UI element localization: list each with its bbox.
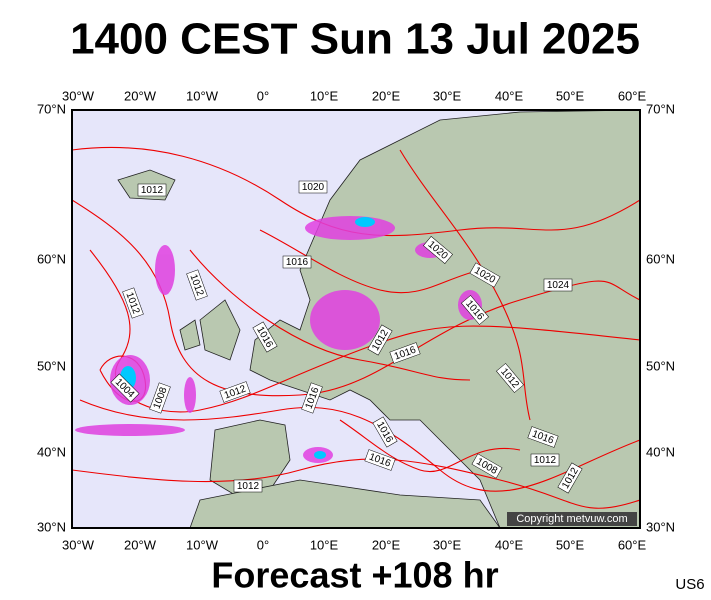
isobar-label-text: 1012 [237, 481, 260, 492]
isobar-label-box [372, 416, 398, 448]
isobar-label: 1016 [282, 255, 312, 269]
axis-labels: 30°W 30°W 20°W 20°W 10°W 10°W 0° 0° 10°E 10°E 20°E… [37, 88, 675, 552]
isobar-label-box [461, 295, 489, 325]
isobar-label-text: 1020 [302, 182, 325, 193]
isobar-label-text: 1016 [286, 257, 309, 268]
lon-label-top: 30°W [62, 88, 95, 103]
lon-label-bottom: 30°E [433, 537, 462, 552]
heavy-precipitation [120, 217, 375, 459]
lon-label-top: 30°E [433, 88, 462, 103]
isobar-label: 1012 [233, 479, 263, 493]
isobar-label-box [367, 324, 393, 356]
model-label: US6 [675, 576, 704, 593]
lon-label-top: 10°W [186, 88, 219, 103]
lon-label-top: 20°W [124, 88, 157, 103]
lat-label-left: 60°N [37, 251, 66, 266]
isobar-label-box [496, 363, 524, 393]
lat-label-right: 30°N [646, 519, 675, 534]
lon-label-top: 50°E [556, 88, 585, 103]
isobar-label-box [137, 183, 167, 197]
isobar-label-box [122, 287, 144, 319]
isobar-label-box [389, 342, 421, 364]
copyright: Copyright metvuw.com [516, 513, 627, 525]
isobar-label-box [298, 180, 328, 194]
isobar-label-box [149, 382, 171, 414]
lon-label-bottom: 30°W [62, 537, 95, 552]
title: 1400 CEST Sun 13 Jul 2025 [70, 15, 640, 64]
isobar-label-box [282, 255, 312, 269]
lat-label-left: 70°N [37, 101, 66, 116]
isobar-label-box [543, 278, 573, 292]
isobar-label-box [233, 479, 263, 493]
isobar-label-box [530, 453, 560, 467]
forecast-label: Forecast +108 hr [211, 555, 498, 596]
isobar-label-box [219, 381, 251, 403]
isobar-label-box [557, 462, 583, 494]
copyright-box [507, 512, 637, 526]
lon-label-top: 40°E [495, 88, 524, 103]
lat-label-right: 50°N [646, 358, 675, 373]
lon-label-bottom: 20°W [124, 537, 157, 552]
map-frame [71, 109, 641, 529]
lon-label-bottom: 0° [257, 537, 269, 552]
isobar-label-box [423, 236, 453, 264]
lon-label-top: 0° [257, 88, 269, 103]
lon-label-top: 10°E [310, 88, 339, 103]
isobar-label-text: 1012 [534, 455, 557, 466]
lat-label-left: 50°N [37, 358, 66, 373]
isobar-label: 1024 [543, 278, 573, 292]
isobar-label: 1020 [298, 180, 328, 194]
lat-label-left: 30°N [37, 519, 66, 534]
isobar-label-text: 1024 [547, 280, 570, 291]
lon-label-top: 60°E [618, 88, 647, 103]
isobar-label-box [301, 382, 323, 414]
lon-label-bottom: 40°E [495, 537, 524, 552]
lat-label-right: 60°N [646, 251, 675, 266]
lon-label-top: 20°E [372, 88, 401, 103]
isobar-label-box [469, 262, 501, 288]
isobar-label-box [471, 453, 503, 479]
lon-label-bottom: 50°E [556, 537, 585, 552]
isobar-label-text: 1012 [141, 185, 164, 196]
lon-label-bottom: 60°E [618, 537, 647, 552]
isobar-label: 1012 [137, 183, 167, 197]
lat-label-right: 70°N [646, 101, 675, 116]
lon-label-bottom: 10°W [186, 537, 219, 552]
isobar-label-box [527, 426, 559, 448]
isobar-label-box [186, 269, 208, 301]
isobar-label: 1016 [364, 449, 396, 471]
lat-label-left: 40°N [37, 444, 66, 459]
isobar-label-box [364, 449, 396, 471]
lon-label-bottom: 10°E [310, 537, 339, 552]
lat-label-right: 40°N [646, 444, 675, 459]
isobar-label-box [252, 321, 278, 353]
lon-label-bottom: 20°E [372, 537, 401, 552]
isobar-label: 1012 [530, 453, 560, 467]
isobar-label-box [110, 373, 140, 403]
